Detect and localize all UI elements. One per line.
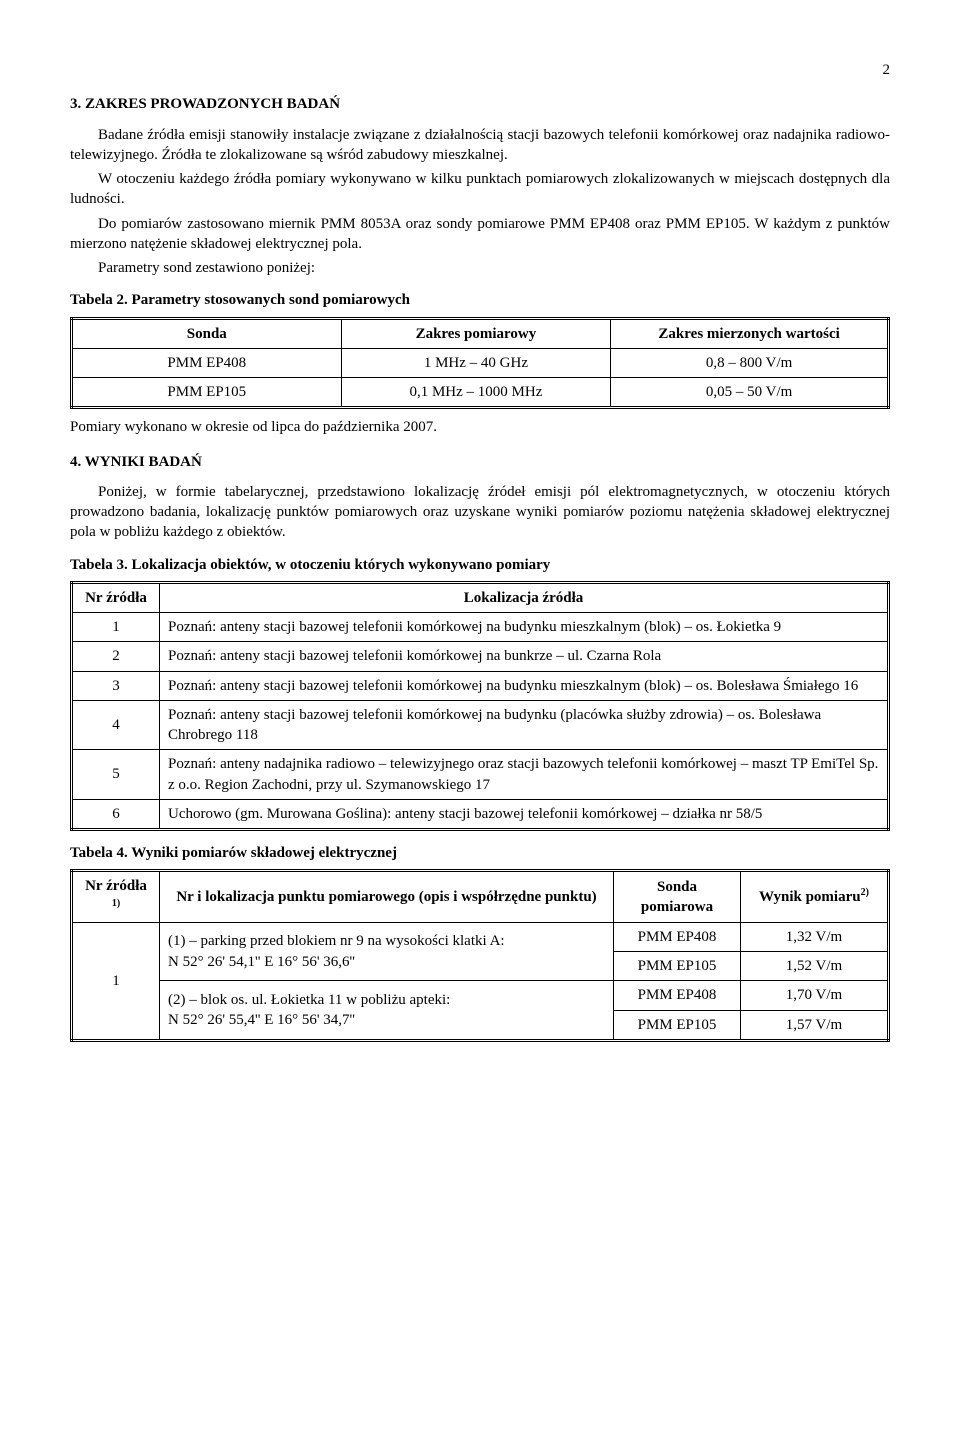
table-4: Nr źródła 1) Nr i lokalizacja punktu pom…	[70, 869, 890, 1042]
table-cell: Poznań: anteny stacji bazowej telefonii …	[160, 700, 889, 750]
table-row: 3 Poznań: anteny stacji bazowej telefoni…	[72, 671, 889, 700]
sup: 1)	[112, 898, 120, 909]
table-cell: 1,57 V/m	[741, 1010, 889, 1040]
section-4-heading: 4. WYNIKI BADAŃ	[70, 452, 890, 472]
table-cell: Poznań: anteny stacji bazowej telefonii …	[160, 671, 889, 700]
table-2-caption: Tabela 2. Parametry stosowanych sond pom…	[70, 290, 890, 310]
table-cell: PMM EP408	[614, 981, 741, 1010]
table-row: PMM EP408 1 MHz – 40 GHz 0,8 – 800 V/m	[72, 348, 889, 377]
table-cell: 0,1 MHz – 1000 MHz	[341, 378, 611, 408]
table-header: Nr i lokalizacja punktu pomiarowego (opi…	[160, 871, 614, 923]
table-cell: PMM EP408	[72, 348, 342, 377]
table-3: Nr źródła Lokalizacja źródła 1 Poznań: a…	[70, 581, 890, 831]
paragraph: Parametry sond zestawiono poniżej:	[70, 258, 890, 278]
table-row: Nr źródła 1) Nr i lokalizacja punktu pom…	[72, 871, 889, 923]
table-cell: Poznań: anteny stacji bazowej telefonii …	[160, 613, 889, 642]
table-row: 6 Uchorowo (gm. Murowana Goślina): anten…	[72, 799, 889, 829]
table-cell: PMM EP408	[614, 922, 741, 951]
table-row: 1 (1) – parking przed blokiem nr 9 na wy…	[72, 922, 889, 951]
table-row: 5 Poznań: anteny nadajnika radiowo – tel…	[72, 750, 889, 800]
table-cell: 1,32 V/m	[741, 922, 889, 951]
table-cell: PMM EP105	[614, 1010, 741, 1040]
table-4-caption: Tabela 4. Wyniki pomiarów składowej elek…	[70, 843, 890, 863]
table-cell: 0,05 – 50 V/m	[611, 378, 889, 408]
table-header: Sonda pomiarowa	[614, 871, 741, 923]
table-cell: 5	[72, 750, 160, 800]
loc-line: N 52° 26' 55,4'' E 16° 56' 34,7''	[168, 1012, 355, 1028]
table-cell: Poznań: anteny stacji bazowej telefonii …	[160, 642, 889, 671]
paragraph: Pomiary wykonano w okresie od lipca do p…	[70, 417, 890, 437]
table-cell: PMM EP105	[614, 952, 741, 981]
table-cell: 1 MHz – 40 GHz	[341, 348, 611, 377]
table-cell: Uchorowo (gm. Murowana Goślina): anteny …	[160, 799, 889, 829]
table-cell: 2	[72, 642, 160, 671]
table-cell: (2) – blok os. ul. Łokietka 11 w pobliżu…	[160, 981, 614, 1041]
table-header: Zakres pomiarowy	[341, 318, 611, 348]
th-text: Wynik pomiaru	[759, 889, 861, 905]
table-header: Wynik pomiaru2)	[741, 871, 889, 923]
table-cell: 0,8 – 800 V/m	[611, 348, 889, 377]
table-header: Nr źródła	[72, 582, 160, 612]
paragraph: W otoczeniu każdego źródła pomiary wykon…	[70, 169, 890, 210]
table-3-caption: Tabela 3. Lokalizacja obiektów, w otocze…	[70, 555, 890, 575]
table-header: Zakres mierzonych wartości	[611, 318, 889, 348]
table-cell: 1,52 V/m	[741, 952, 889, 981]
table-header: Lokalizacja źródła	[160, 582, 889, 612]
table-header: Nr źródła 1)	[72, 871, 160, 923]
loc-line: N 52° 26' 54,1'' E 16° 56' 36,6''	[168, 954, 355, 970]
loc-line: (2) – blok os. ul. Łokietka 11 w pobliżu…	[168, 992, 450, 1008]
table-2: Sonda Zakres pomiarowy Zakres mierzonych…	[70, 317, 890, 410]
page-number: 2	[70, 60, 890, 80]
table-cell: PMM EP105	[72, 378, 342, 408]
table-row: PMM EP105 0,1 MHz – 1000 MHz 0,05 – 50 V…	[72, 378, 889, 408]
table-cell: 1,70 V/m	[741, 981, 889, 1010]
table-row: (2) – blok os. ul. Łokietka 11 w pobliżu…	[72, 981, 889, 1010]
table-cell: (1) – parking przed blokiem nr 9 na wyso…	[160, 922, 614, 981]
table-row: 2 Poznań: anteny stacji bazowej telefoni…	[72, 642, 889, 671]
paragraph: Badane źródła emisji stanowiły instalacj…	[70, 125, 890, 166]
table-cell: 1	[72, 613, 160, 642]
paragraph: Poniżej, w formie tabelarycznej, przedst…	[70, 482, 890, 543]
table-row: Nr źródła Lokalizacja źródła	[72, 582, 889, 612]
loc-line: (1) – parking przed blokiem nr 9 na wyso…	[168, 933, 505, 949]
table-cell: 4	[72, 700, 160, 750]
table-cell: 6	[72, 799, 160, 829]
table-row: Sonda Zakres pomiarowy Zakres mierzonych…	[72, 318, 889, 348]
table-header: Sonda	[72, 318, 342, 348]
table-cell: 3	[72, 671, 160, 700]
table-cell: 1	[72, 922, 160, 1040]
table-cell: Poznań: anteny nadajnika radiowo – telew…	[160, 750, 889, 800]
section-3-heading: 3. ZAKRES PROWADZONYCH BADAŃ	[70, 94, 890, 114]
table-row: 1 Poznań: anteny stacji bazowej telefoni…	[72, 613, 889, 642]
paragraph: Do pomiarów zastosowano miernik PMM 8053…	[70, 214, 890, 255]
sup: 2)	[861, 887, 869, 898]
table-row: 4 Poznań: anteny stacji bazowej telefoni…	[72, 700, 889, 750]
th-text: Nr źródła	[85, 878, 147, 894]
